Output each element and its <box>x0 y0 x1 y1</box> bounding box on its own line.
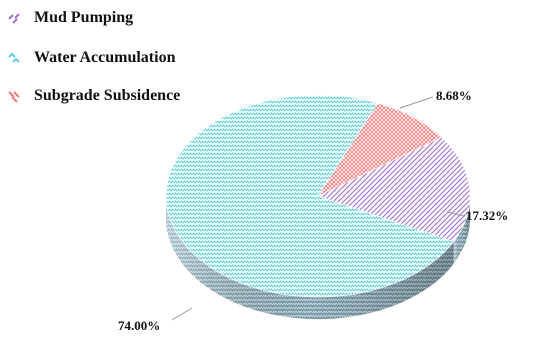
slice-mud-pumping-side-shade <box>453 196 471 264</box>
leader-line-water-accumulation <box>171 307 193 321</box>
mud-pumping-swatch-icon <box>8 13 20 24</box>
legend: Mud Pumping Water Accumulation Subgrade … <box>6 6 180 124</box>
legend-item-water-accumulation[interactable]: Water Accumulation <box>6 46 180 70</box>
leader-line-subgrade-subsidence <box>399 96 434 109</box>
legend-label-water-accumulation: Water Accumulation <box>34 49 176 66</box>
label-mud-pumping: 17.32% <box>466 208 508 223</box>
subgrade-subsidence-swatch-icon <box>8 91 20 103</box>
slice-water-accumulation-side-shade <box>165 196 454 320</box>
slice-water-accumulation[interactable] <box>165 94 455 298</box>
label-water-accumulation: 74.00% <box>118 318 160 333</box>
slice-subgrade-subsidence[interactable] <box>317 102 443 197</box>
legend-label-mud-pumping: Mud Pumping <box>34 9 134 26</box>
slice-mud-pumping[interactable] <box>317 136 471 242</box>
legend-label-subgrade-subsidence: Subgrade Subsidence <box>34 87 181 104</box>
leader-line-mud-pumping <box>446 211 465 217</box>
label-subgrade-subsidence: 8.68% <box>436 88 472 103</box>
legend-item-subgrade-subsidence[interactable]: Subgrade Subsidence <box>6 84 180 108</box>
water-accumulation-swatch-icon <box>8 52 20 63</box>
legend-item-mud-pumping[interactable]: Mud Pumping <box>6 6 180 30</box>
